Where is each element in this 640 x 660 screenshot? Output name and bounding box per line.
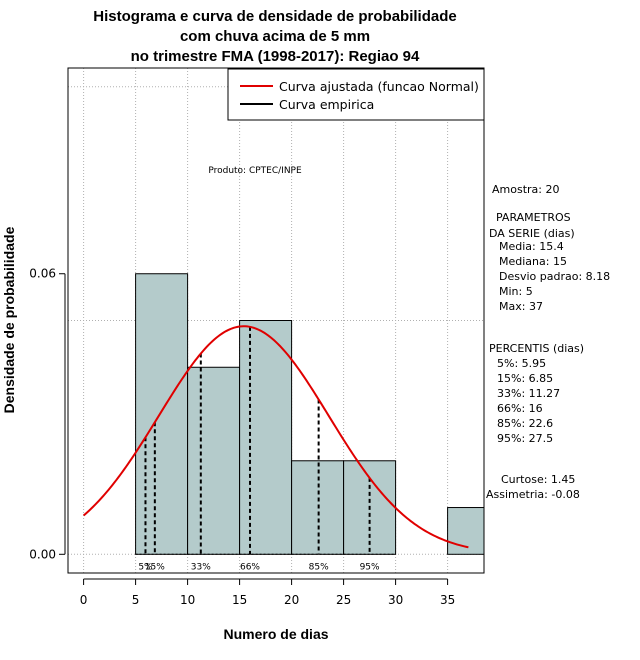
y-tick-label-0: 0.00 — [29, 547, 56, 561]
x-tick-label-20: 20 — [284, 593, 299, 607]
percentile-label-5: 85% — [309, 562, 329, 572]
x-axis-title: Numero de dias — [223, 626, 328, 642]
percentil-66: 66%: 16 — [497, 402, 543, 415]
param-max: Max: 37 — [499, 300, 543, 313]
chart-title-line-2: com chuva acima de 5 mm — [180, 28, 370, 45]
histogram-bar-2 — [187, 366, 241, 555]
legend-fitted-label: Curva ajustada (funcao Normal) — [279, 79, 479, 94]
axis-layer: 0 5 10 15 20 25 30 35 0.00 0.06 — [29, 267, 455, 607]
x-tick-label-35: 35 — [440, 593, 455, 607]
percentil-15: 15%: 6.85 — [497, 372, 553, 385]
x-tick-label-10: 10 — [180, 593, 195, 607]
x-tick-label-25: 25 — [336, 593, 351, 607]
histogram-bar-4 — [291, 460, 345, 555]
params-title-2: DA SERIE (dias) — [489, 227, 575, 240]
kurtosis: Curtose: 1.45 — [501, 473, 575, 486]
x-tick-label-30: 30 — [388, 593, 403, 607]
percentis-title: PERCENTIS (dias) — [489, 342, 584, 355]
x-tick-label-5: 5 — [132, 593, 140, 607]
curve-layer — [82, 325, 469, 549]
legend-box — [227, 68, 485, 121]
sample-size: Amostra: 20 — [492, 183, 559, 196]
param-median: Mediana: 15 — [499, 255, 567, 268]
y-axis-title: Densidade de probabilidade — [1, 226, 17, 413]
chart-title-line-3: no trimestre FMA (1998-2017): Regiao 94 — [131, 48, 420, 65]
product-label: Produto: CPTEC/INPE — [208, 166, 302, 176]
percentile-label-6: 95% — [360, 562, 380, 572]
params-title-1: PARAMETROS — [496, 211, 571, 224]
x-tick-label-0: 0 — [80, 593, 88, 607]
param-mean: Media: 15.4 — [499, 240, 564, 253]
bar-layer — [135, 273, 485, 555]
x-tick-label-15: 15 — [232, 593, 247, 607]
param-stddev: Desvio padrao: 8.18 — [499, 270, 610, 283]
percentil-5: 5%: 5.95 — [497, 357, 546, 370]
histogram-bar-1 — [135, 273, 189, 555]
y-tick-label-1: 0.06 — [29, 267, 56, 281]
percentil-33: 33%: 11.27 — [497, 387, 560, 400]
histogram-bar-3 — [239, 320, 293, 555]
percentile-label-2: 15% — [145, 562, 165, 572]
chart-title-line-1: Histograma e curva de densidade de proba… — [93, 8, 456, 25]
percentile-label-1: 5% — [138, 562, 153, 572]
percentile-layer: 5%15% 33% 66% 85% 95% — [138, 326, 380, 572]
legend-empirical-label: Curva empirica — [279, 97, 374, 112]
percentile-label-4: 66% — [240, 562, 260, 572]
legend: Curva ajustada (funcao Normal) Curva emp… — [227, 68, 485, 121]
percentil-95: 95%: 27.5 — [497, 432, 553, 445]
normal-fit-curve — [82, 325, 469, 549]
plot-frame — [67, 67, 485, 574]
percentile-label-3: 33% — [191, 562, 211, 572]
percentil-85: 85%: 22.6 — [497, 417, 553, 430]
param-min: Min: 5 — [499, 285, 533, 298]
skewness: Assimetria: -0.08 — [486, 488, 580, 501]
stats-panel: Amostra: 20 PARAMETROS DA SERIE (dias) M… — [486, 183, 610, 501]
